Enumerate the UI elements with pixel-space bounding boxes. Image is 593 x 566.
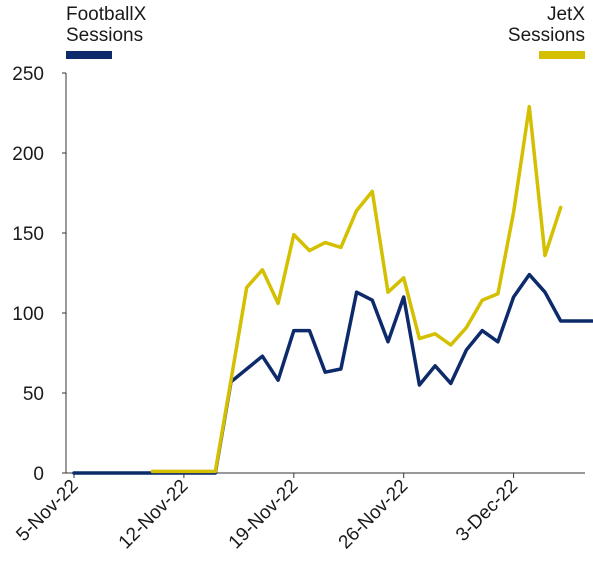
legend-label-line2: Sessions (507, 25, 585, 46)
x-tick-label: 12-Nov-22 (115, 476, 193, 554)
y-tick-label: 250 (12, 64, 44, 85)
legend-jetx: JetX Sessions (508, 4, 585, 59)
x-tick-label: 26-Nov-22 (335, 476, 413, 554)
y-tick-labels: 0 50 100 150 200 250 (12, 64, 66, 485)
y-tick-label: 50 (23, 384, 44, 405)
series-line-footballx-sessions (72, 272, 593, 475)
y-tick-label: 0 (33, 464, 44, 485)
legend-footballx: FootballX Sessions (66, 4, 146, 59)
y-tick-label: 150 (12, 224, 44, 245)
legend-swatch (66, 51, 112, 59)
legend-label-line1: JetX (546, 4, 585, 25)
series-line-jetx-sessions (150, 104, 563, 474)
series-lines (72, 104, 593, 475)
y-tick-label: 200 (12, 144, 44, 165)
x-tick-labels: 5-Nov-22 12-Nov-22 19-Nov-22 26-Nov-22 3-Dec… (12, 473, 522, 553)
x-tick-label: 3-Dec-22 (452, 476, 522, 546)
legend-label-line1: FootballX (66, 4, 147, 25)
x-tick-label: 19-Nov-22 (225, 476, 303, 554)
x-tick-label: 5-Nov-22 (12, 476, 82, 546)
legend-label-line2: Sessions (66, 25, 144, 46)
legend-swatch (539, 51, 585, 59)
y-tick-label: 100 (12, 304, 44, 325)
